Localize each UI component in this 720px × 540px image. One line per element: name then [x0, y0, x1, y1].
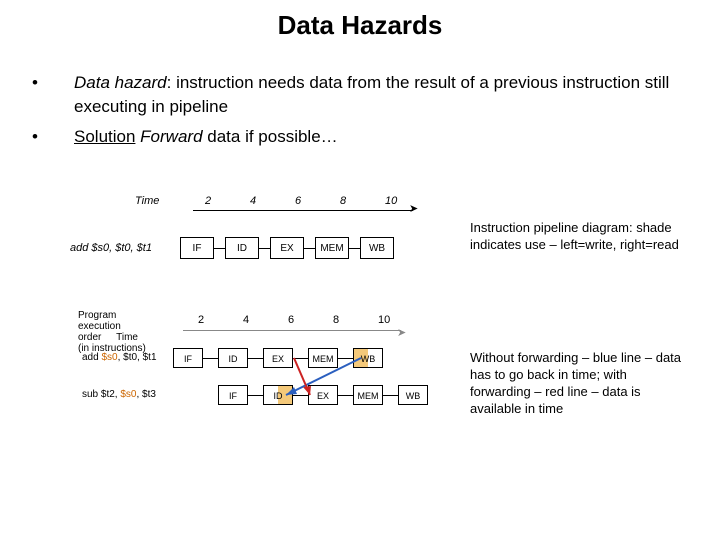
fig1-conn-1 — [259, 248, 270, 249]
r1-reg: $s0 — [101, 352, 117, 363]
r1-EX: EX — [263, 348, 293, 368]
fig1-tick-6: 6 — [295, 195, 301, 207]
page-title: Data Hazards — [0, 0, 720, 41]
fig2-instr-sub: sub $t2, $s0, $t3 — [82, 389, 156, 400]
r2-ID: ID — [263, 385, 293, 405]
fig1-conn-0 — [214, 248, 225, 249]
fig1-conn-2 — [304, 248, 315, 249]
fig1-box-ID: ID — [225, 237, 259, 259]
hdr-l3: order — [78, 332, 101, 343]
r1-suf: , $t0, $t1 — [118, 352, 157, 363]
r2-WB: WB — [398, 385, 428, 405]
fig1-tick-10: 10 — [385, 195, 397, 207]
bullet-list: Data hazard: instruction needs data from… — [0, 41, 720, 164]
r2-EX: EX — [308, 385, 338, 405]
fig1-conn-3 — [349, 248, 360, 249]
fig2-header: Program execution order Time (in instruc… — [78, 310, 158, 354]
word-solution: Solution — [74, 127, 135, 146]
fig2-tick-4: 4 — [243, 314, 249, 326]
r1-c2 — [293, 358, 308, 359]
fig1-arrowhead: ➤ — [409, 202, 418, 215]
r2-suf: , $t3 — [136, 389, 155, 400]
r1-c1 — [248, 358, 263, 359]
hdr-time: Time — [116, 332, 138, 343]
r2-MEM: MEM — [353, 385, 383, 405]
r1-ID: ID — [218, 348, 248, 368]
fig1-instr: add $s0, $t0, $t1 — [70, 242, 152, 254]
r1-WB: WB — [353, 348, 383, 368]
r2-pre: sub $t2, — [82, 389, 120, 400]
time-label: Time — [135, 195, 159, 207]
fig1-tick-8: 8 — [340, 195, 346, 207]
fig1-box-WB: WB — [360, 237, 394, 259]
fig2-tick-8: 8 — [333, 314, 339, 326]
r2-c0 — [248, 395, 263, 396]
figure-1-pipeline: Time add $s0, $t0, $t1 2 4 6 8 10 ➤ IF I… — [75, 195, 435, 270]
r1-c3 — [338, 358, 353, 359]
r1-MEM: MEM — [308, 348, 338, 368]
bullet-2: Solution Forward data if possible… — [50, 125, 680, 149]
annotation-1: Instruction pipeline diagram: shade indi… — [470, 220, 680, 254]
fig1-tick-4: 4 — [250, 195, 256, 207]
r2-reg: $s0 — [120, 389, 136, 400]
fig1-axis — [193, 210, 413, 211]
annotation-2: Without forwarding – blue line – data ha… — [470, 350, 690, 418]
r1-pre: add — [82, 352, 101, 363]
word-forward: Forward — [140, 127, 202, 146]
r2-c3 — [383, 395, 398, 396]
hdr-l1: Program — [78, 310, 116, 321]
fig2-tick-2: 2 — [198, 314, 204, 326]
fig2-instr-add: add $s0, $t0, $t1 — [82, 352, 157, 363]
r1-c0 — [203, 358, 218, 359]
r2-c2 — [338, 395, 353, 396]
term-data-hazard: Data hazard — [74, 73, 167, 92]
bullet-1: Data hazard: instruction needs data from… — [50, 71, 680, 119]
fig2-tick-6: 6 — [288, 314, 294, 326]
fig2-axis — [183, 330, 401, 331]
bullet-2-rest: data if possible… — [203, 127, 338, 146]
fig2-tick-10: 10 — [378, 314, 390, 326]
fig2-arrowhead: ➤ — [397, 326, 406, 339]
r1-IF: IF — [173, 348, 203, 368]
r2-c1 — [293, 395, 308, 396]
fig1-box-IF: IF — [180, 237, 214, 259]
fig1-box-EX: EX — [270, 237, 304, 259]
figure-2-forwarding: Program execution order Time (in instruc… — [78, 310, 438, 440]
hdr-l2: execution — [78, 321, 121, 332]
fig1-box-MEM: MEM — [315, 237, 349, 259]
fig1-tick-2: 2 — [205, 195, 211, 207]
r2-IF: IF — [218, 385, 248, 405]
